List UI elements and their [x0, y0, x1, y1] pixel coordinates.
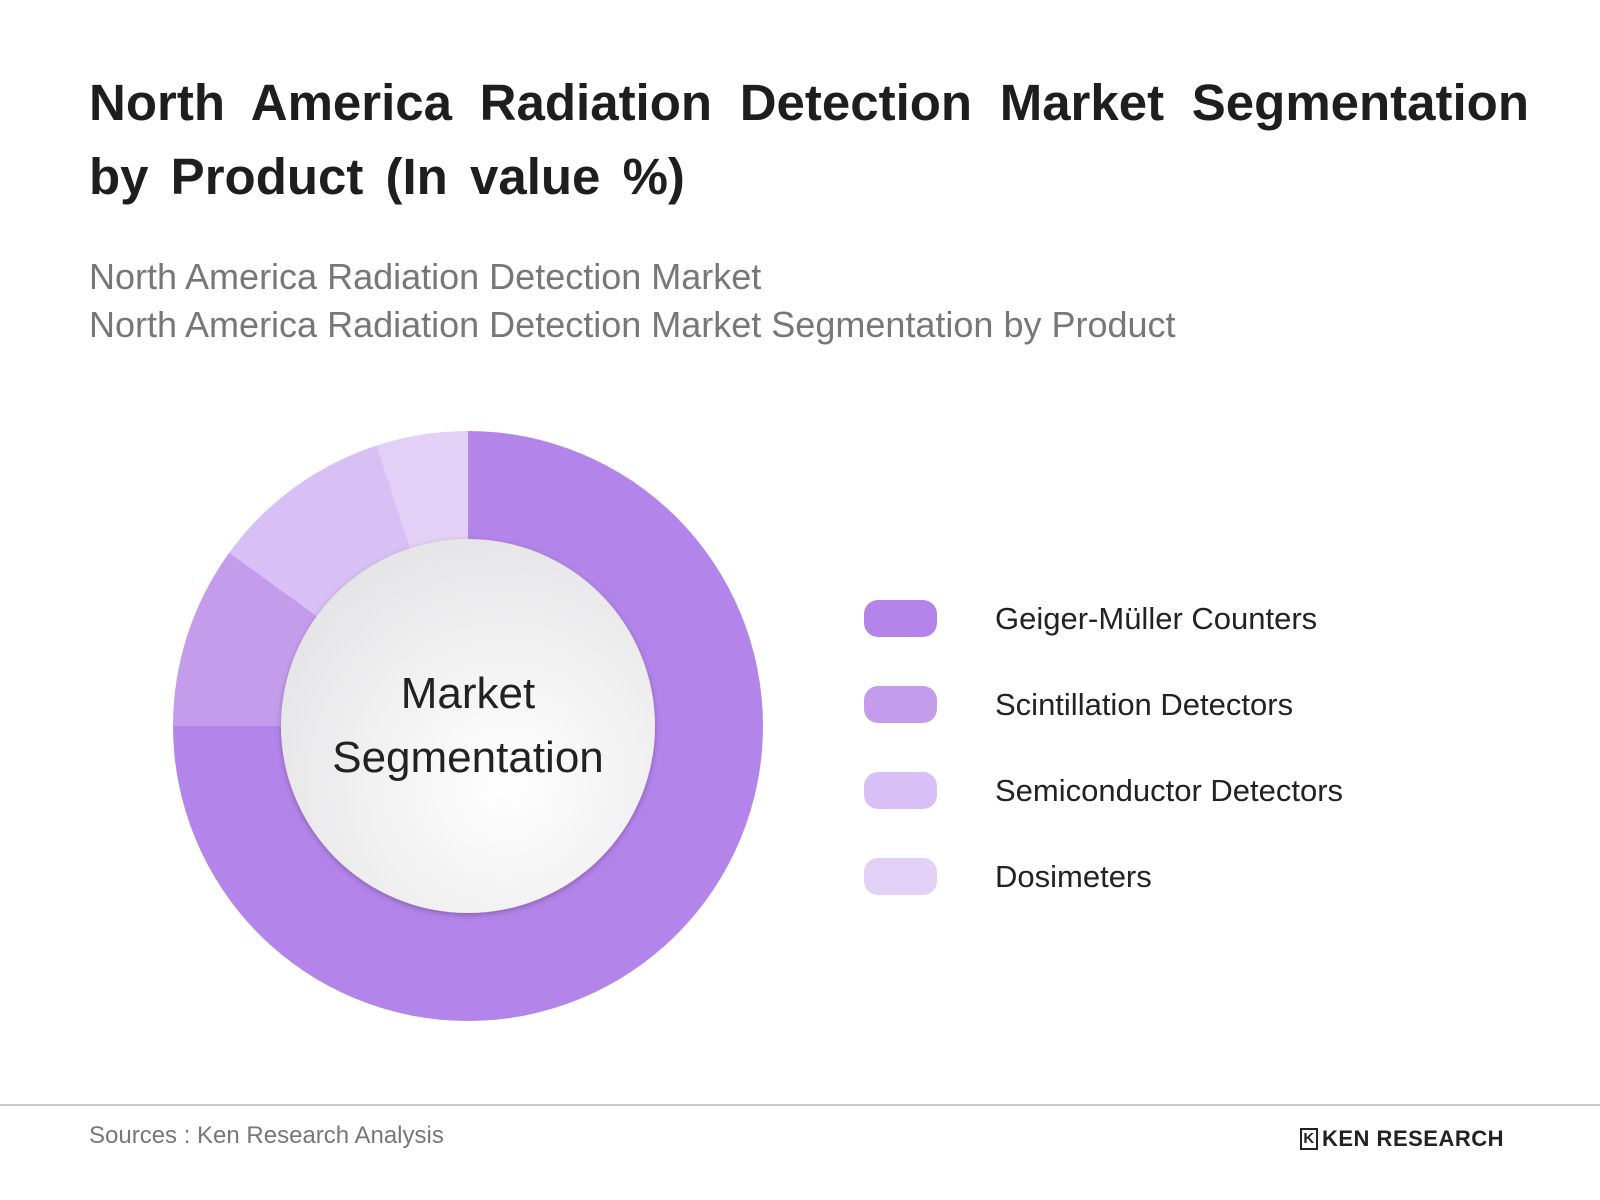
logo-k-icon: K	[1300, 1128, 1318, 1150]
legend-swatch	[864, 600, 937, 637]
logo-text: KEN RESEARCH	[1322, 1126, 1505, 1151]
subtitle-segmentation: North America Radiation Detection Market…	[89, 304, 1176, 345]
legend-swatch	[864, 772, 937, 809]
center-label: Market Segmentation	[318, 662, 618, 790]
footer-divider	[0, 1104, 1600, 1106]
donut-slice-geiger-m-ller-counters	[173, 431, 763, 1021]
subtitle-market: North America Radiation Detection Market	[89, 256, 762, 297]
donut-center	[281, 539, 655, 913]
center-label-line2: Segmentation	[332, 733, 604, 782]
legend-label: Dosimeters	[995, 859, 1152, 894]
chart-title: North America Radiation Detection Market…	[89, 74, 1529, 205]
legend-label: Geiger-Müller Counters	[995, 601, 1318, 636]
center-label-line1: Market	[400, 669, 536, 718]
legend-swatch	[864, 686, 937, 723]
source-note: Sources : Ken Research Analysis	[89, 1122, 444, 1149]
ken-research-logo: K KEN RESEARCH	[1300, 1126, 1504, 1152]
legend-swatch	[864, 858, 937, 895]
legend-label: Scintillation Detectors	[995, 687, 1294, 722]
legend-label: Semiconductor Detectors	[995, 773, 1344, 808]
donut-chart	[173, 431, 763, 1021]
